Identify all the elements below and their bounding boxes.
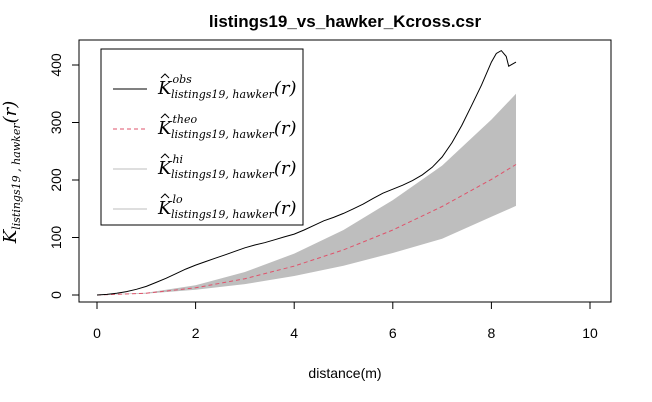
legend-label-sub: listings19, hawker [171,88,275,101]
legend-label-sub: listings19, hawker [171,128,275,141]
legend-entry-theo: Ktheo listings19, hawker(r) [113,113,297,141]
legend-label-main: K [157,78,173,99]
series-lines-layer [96,49,517,296]
y-axis-label-arg: (r) [0,101,21,124]
legend-hat [160,153,170,159]
chart-title: listings19_vs_hawker_Kcross.csr [209,12,482,31]
y-tick-label: 400 [48,53,64,77]
legend-label-sup: lo [172,193,183,206]
y-axis-label-sub: listings19 , hawker [10,123,23,230]
y-tick-label: 100 [48,226,64,250]
legend-label-arg: (r) [274,78,297,99]
legend-label-arg: (r) [274,198,297,219]
envelope-band-layer [97,93,516,295]
x-axis-label: distance(m) [308,365,381,381]
x-tick-label: 8 [488,325,496,341]
legend-box [100,48,304,226]
legend-hat [160,193,170,199]
x-tick-label: 10 [582,325,598,341]
legend-entry-lo: Klo listings19, hawker(r) [113,193,297,221]
legend-entry-hi: Khi listings19, hawker(r) [113,153,297,181]
y-tick-label: 200 [48,168,64,192]
legend-label-sub: listings19, hawker [171,208,275,221]
legend-label-sup: hi [172,153,183,166]
legend-label-main: K [157,198,173,219]
legend-label: Ktheo listings19, hawker(r) [157,113,297,141]
y-tick-label: 300 [48,111,64,135]
envelope-band [97,93,516,295]
x-tick-label: 2 [192,325,200,341]
x-tick-label: 4 [290,325,298,341]
x-axis: 0 2 4 6 8 10 [93,301,598,341]
legend-label: Kobs listings19, hawker(r) [157,73,297,101]
y-axis-label-main: K [0,228,21,244]
y-tick-label: 0 [48,291,64,299]
legend-label-sub: listings19, hawker [171,168,275,181]
legend-entry-obs: Kobs listings19, hawker(r) [113,73,297,101]
legend-hat [160,113,170,119]
legend-label-main: K [157,118,173,139]
y-axis-label: Klistings19 , hawker(r) [0,101,23,244]
legend-hat [160,73,170,79]
x-tick-label: 0 [93,325,101,341]
legend-label-arg: (r) [274,158,297,179]
legend: Kobs listings19, hawker(r)Ktheo listings19… [100,48,304,226]
series-theo-line [96,164,517,296]
legend-label: Khi listings19, hawker(r) [157,153,297,181]
legend-label-arg: (r) [274,118,297,139]
legend-label: Klo listings19, hawker(r) [157,193,297,221]
legend-label-sup: theo [172,113,197,126]
legend-label-main: K [157,158,173,179]
x-tick-label: 6 [389,325,397,341]
y-axis: 0 100 200 300 400 [48,53,80,299]
legend-label-sup: obs [172,73,192,86]
series-obs-line [96,49,517,296]
